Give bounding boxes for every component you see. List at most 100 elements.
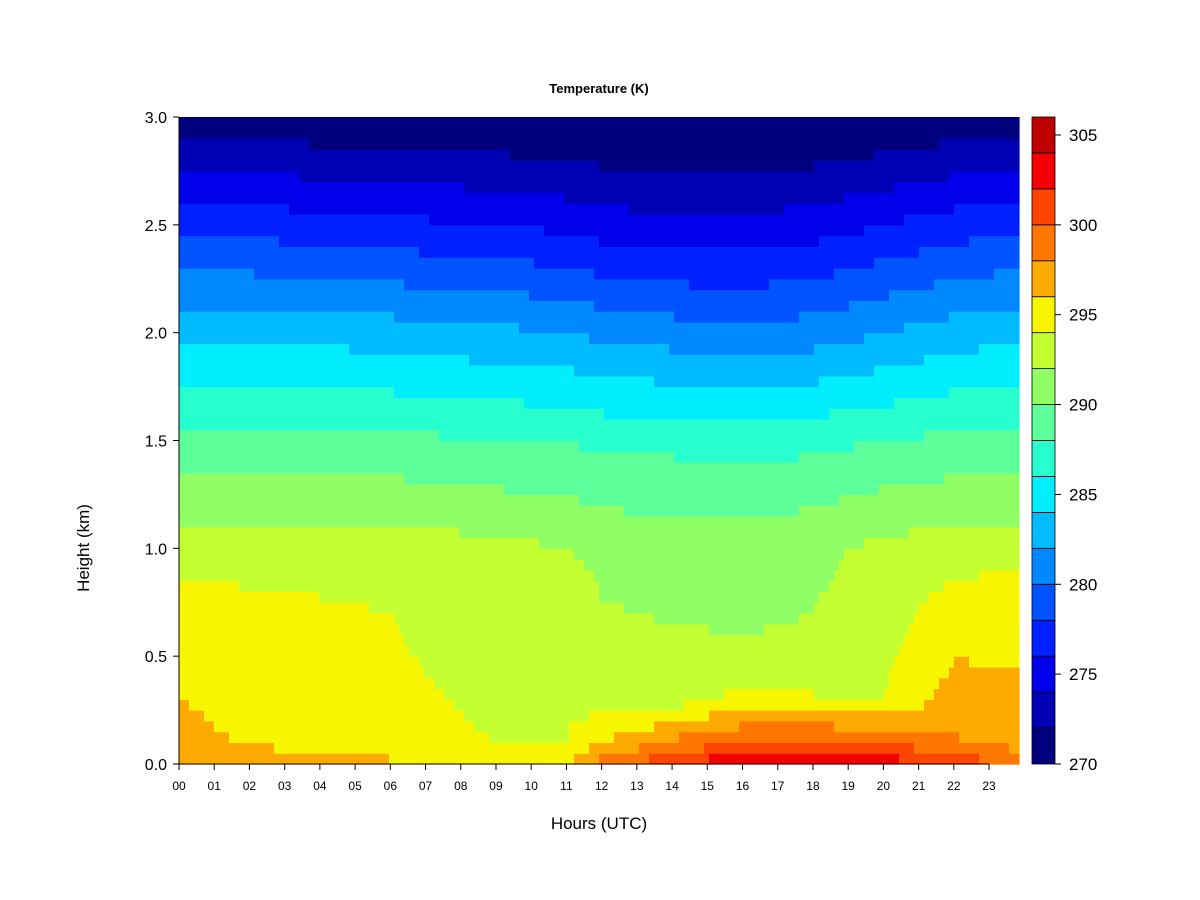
heatmap-cell: [579, 408, 585, 420]
heatmap-cell: [334, 462, 340, 474]
heatmap-cell: [334, 117, 340, 129]
heatmap-cell: [189, 515, 195, 528]
heatmap-cell: [239, 429, 245, 442]
heatmap-cell: [444, 742, 450, 754]
heatmap-cell: [399, 472, 405, 485]
heatmap-cell: [229, 321, 235, 334]
heatmap-cell: [319, 623, 325, 636]
heatmap-cell: [489, 408, 495, 420]
heatmap-cell: [569, 149, 575, 161]
heatmap-cell: [254, 192, 260, 204]
heatmap-cell: [369, 192, 375, 204]
heatmap-cell: [354, 311, 360, 323]
heatmap-cell: [389, 321, 395, 334]
heatmap-cell: [304, 214, 310, 226]
heatmap-cell: [384, 699, 390, 711]
heatmap-cell: [584, 580, 590, 593]
heatmap-cell: [559, 515, 565, 528]
heatmap-cell: [269, 559, 275, 571]
heatmap-cell: [224, 731, 230, 744]
heatmap-cell: [374, 214, 380, 226]
heatmap-cell: [229, 127, 235, 140]
heatmap-cell: [489, 170, 495, 183]
heatmap-cell: [284, 408, 290, 420]
heatmap-cell: [189, 375, 195, 388]
heatmap-cell: [189, 149, 195, 161]
heatmap-cell: [424, 656, 430, 668]
heatmap-cell: [499, 246, 505, 258]
heatmap-cell: [269, 677, 275, 690]
heatmap-cell: [194, 332, 200, 345]
heatmap-cell: [349, 257, 355, 269]
heatmap-cell: [194, 160, 200, 172]
heatmap-cell: [404, 666, 410, 679]
heatmap-cell: [269, 181, 275, 194]
heatmap-cell: [364, 591, 370, 603]
heatmap-cell: [319, 192, 325, 204]
heatmap-cell: [479, 203, 485, 215]
heatmap-cell: [419, 710, 425, 722]
heatmap-cell: [369, 149, 375, 161]
heatmap-cell: [569, 634, 575, 646]
heatmap-cell: [314, 731, 320, 744]
heatmap-cell: [514, 408, 520, 420]
heatmap-cell: [534, 235, 540, 247]
heatmap-cell: [274, 127, 280, 140]
heatmap-cell: [579, 699, 585, 711]
heatmap-cell: [479, 710, 485, 722]
heatmap-cell: [329, 494, 335, 506]
heatmap-cell: [384, 429, 390, 442]
heatmap-cell: [244, 418, 250, 431]
heatmap-cell: [339, 429, 345, 442]
heatmap-cell: [279, 321, 285, 334]
heatmap-cell: [184, 332, 190, 345]
heatmap-cell: [399, 257, 405, 269]
heatmap-cell: [299, 332, 305, 345]
heatmap-cell: [479, 688, 485, 700]
heatmap-cell: [519, 192, 525, 204]
heatmap-cell: [189, 677, 195, 690]
heatmap-cell: [254, 515, 260, 528]
heatmap-cell: [314, 375, 320, 388]
heatmap-cell: [354, 343, 360, 355]
heatmap-cell: [389, 354, 395, 366]
heatmap-cell: [264, 645, 270, 657]
heatmap-cell: [504, 203, 510, 215]
heatmap-cell: [369, 494, 375, 506]
heatmap-cell: [219, 235, 225, 247]
heatmap-cell: [514, 332, 520, 345]
heatmap-cell: [249, 526, 255, 539]
heatmap-cell: [564, 720, 570, 733]
heatmap-cell: [239, 311, 245, 323]
heatmap-cell: [319, 354, 325, 366]
heatmap-cell: [349, 408, 355, 420]
heatmap-cell: [354, 192, 360, 204]
heatmap-cell: [264, 569, 270, 582]
heatmap-cell: [269, 742, 275, 754]
heatmap-cell: [269, 192, 275, 204]
heatmap-cell: [454, 397, 460, 409]
heatmap-cell: [554, 375, 560, 388]
heatmap-cell: [434, 742, 440, 754]
heatmap-cell: [309, 699, 315, 711]
heatmap-cell: [329, 343, 335, 355]
heatmap-cell: [304, 321, 310, 334]
heatmap-cell: [419, 397, 425, 409]
heatmap-cell: [544, 170, 550, 183]
heatmap-cell: [489, 472, 495, 485]
heatmap-cell: [449, 267, 455, 280]
heatmap-cell: [354, 472, 360, 485]
heatmap-cell: [299, 343, 305, 355]
heatmap-cell: [219, 688, 225, 700]
heatmap-cell: [479, 677, 485, 690]
heatmap-cell: [264, 224, 270, 237]
heatmap-cell: [179, 537, 185, 549]
heatmap-cell: [504, 688, 510, 700]
heatmap-cell: [224, 343, 230, 355]
heatmap-cell: [299, 235, 305, 247]
heatmap-cell: [569, 418, 575, 431]
heatmap-cell: [404, 257, 410, 269]
heatmap-cell: [299, 591, 305, 603]
heatmap-cell: [454, 375, 460, 388]
heatmap-cell: [284, 181, 290, 194]
